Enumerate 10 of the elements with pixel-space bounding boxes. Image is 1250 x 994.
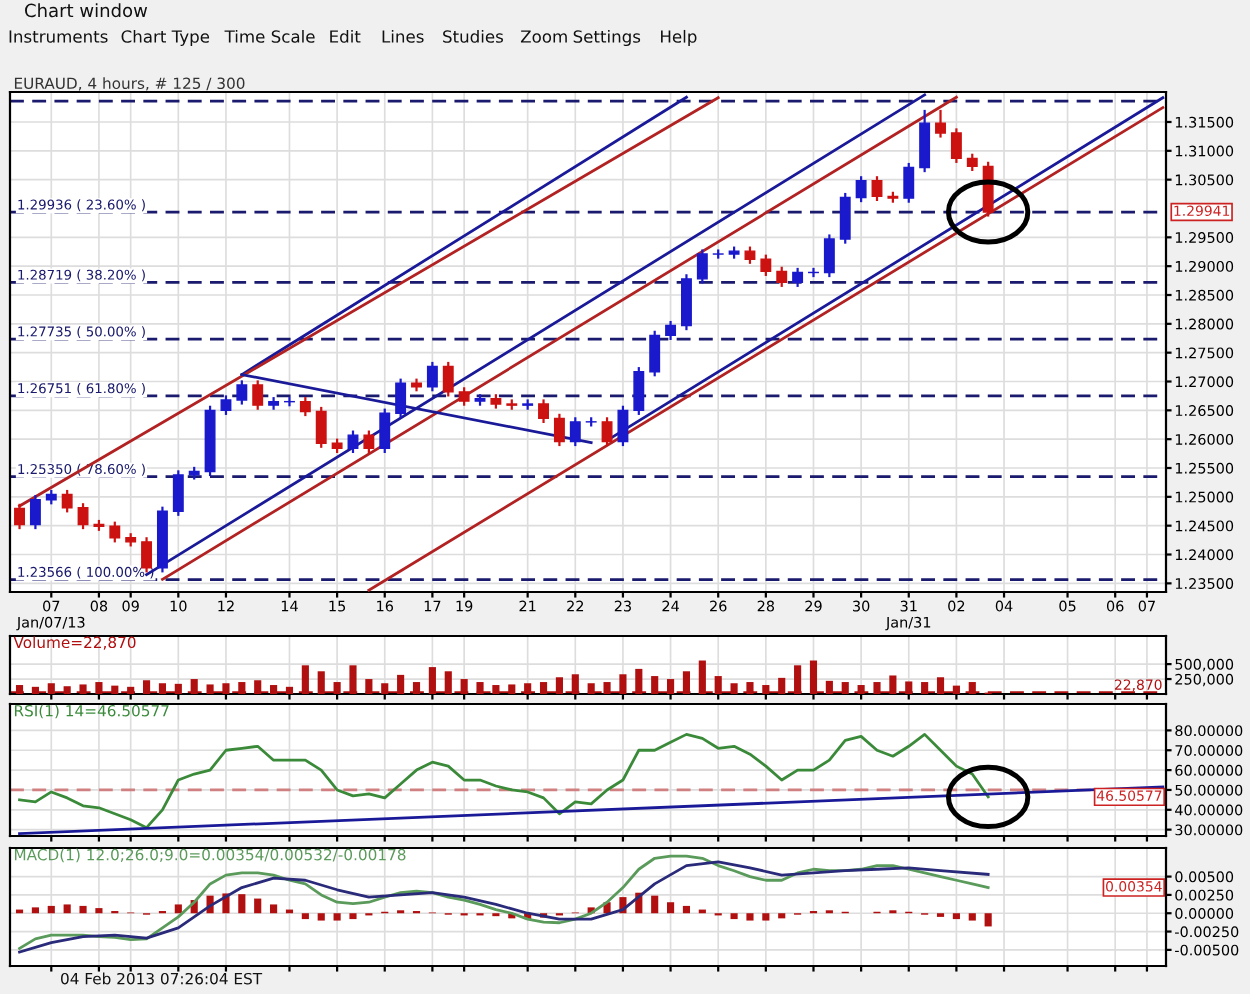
text: Studies xyxy=(443,29,504,43)
text: Chart window xyxy=(25,3,148,18)
text: Help xyxy=(661,29,697,47)
text: Chart Type xyxy=(121,29,210,47)
text: Zoom xyxy=(520,30,567,43)
text: Lines xyxy=(382,29,424,43)
text: Time Scale xyxy=(224,29,315,43)
text: Edit xyxy=(330,29,361,43)
text: Instruments xyxy=(9,30,108,43)
text: Settings xyxy=(573,29,641,47)
